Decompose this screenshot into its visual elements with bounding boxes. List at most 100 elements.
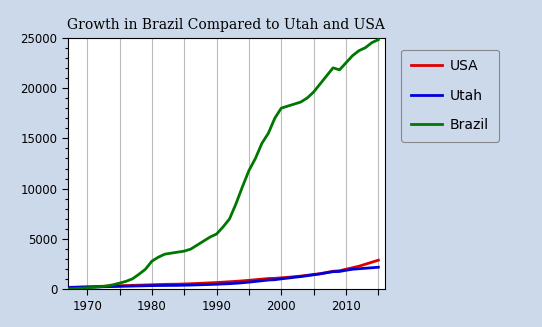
Utah [311,273,317,277]
Brazil [291,102,298,106]
USA [304,273,311,277]
Brazil [181,249,188,253]
Utah [188,283,194,287]
Brazil [175,250,181,254]
Brazil [220,225,227,229]
Brazil [369,41,375,44]
Brazil [188,247,194,251]
Utah [220,282,227,286]
USA [188,282,194,286]
USA [136,283,142,287]
Brazil [168,251,175,255]
Utah [162,284,168,287]
USA [291,275,298,279]
USA [175,282,181,286]
USA [214,281,220,284]
Brazil [129,277,136,281]
Utah [285,276,291,280]
USA [259,277,265,281]
Brazil [336,68,343,72]
Brazil [207,235,214,239]
Brazil [117,281,123,285]
Utah [136,284,142,288]
Utah [291,275,298,279]
Utah [304,274,311,278]
Utah [149,284,155,287]
Utah [201,283,207,287]
Utah [343,268,349,272]
Brazil [259,141,265,145]
USA [246,278,252,282]
USA [252,278,259,282]
USA [298,274,304,278]
Brazil [84,286,91,290]
Brazil [304,96,311,100]
Utah [272,278,278,282]
USA [343,267,349,271]
Legend: USA, Utah, Brazil: USA, Utah, Brazil [401,50,499,142]
Utah [175,284,181,287]
Utah [330,270,336,274]
Brazil [162,252,168,256]
Utah [117,284,123,288]
USA [226,280,233,284]
Utah [97,285,104,289]
USA [168,282,175,286]
Line: USA: USA [68,260,378,287]
USA [97,284,104,288]
USA [375,258,382,262]
USA [117,284,123,288]
USA [349,266,356,270]
USA [142,283,149,287]
USA [317,272,324,276]
Utah [91,285,97,289]
Utah [369,266,375,270]
Brazil [265,131,272,135]
Utah [168,284,175,287]
Brazil [349,54,356,58]
Brazil [97,285,104,289]
Brazil [142,267,149,271]
USA [149,283,155,287]
Brazil [122,279,129,283]
USA [239,279,246,283]
Utah [233,281,239,285]
Brazil [252,157,259,161]
Brazil [149,259,155,263]
Utah [129,284,136,288]
Brazil [214,232,220,236]
Utah [194,283,201,287]
Utah [362,266,369,270]
USA [285,275,291,279]
Brazil [239,185,246,189]
Utah [78,285,84,289]
USA [207,281,214,285]
Utah [278,277,285,281]
Brazil [110,283,117,287]
USA [324,270,330,274]
Utah [207,283,214,286]
Brazil [226,217,233,221]
Brazil [356,49,362,53]
Utah [110,284,117,288]
Utah [122,284,129,288]
USA [162,283,168,286]
Utah [317,272,324,276]
USA [64,285,71,289]
Utah [71,285,78,289]
USA [220,280,227,284]
Brazil [104,284,110,288]
USA [330,269,336,273]
Utah [349,267,356,271]
USA [104,284,110,288]
Utah [356,267,362,271]
Brazil [375,38,382,42]
USA [233,279,239,283]
USA [155,283,162,286]
Utah [336,269,343,273]
Utah [155,284,162,287]
USA [356,264,362,268]
Brazil [298,100,304,104]
USA [78,285,84,289]
USA [336,269,343,273]
